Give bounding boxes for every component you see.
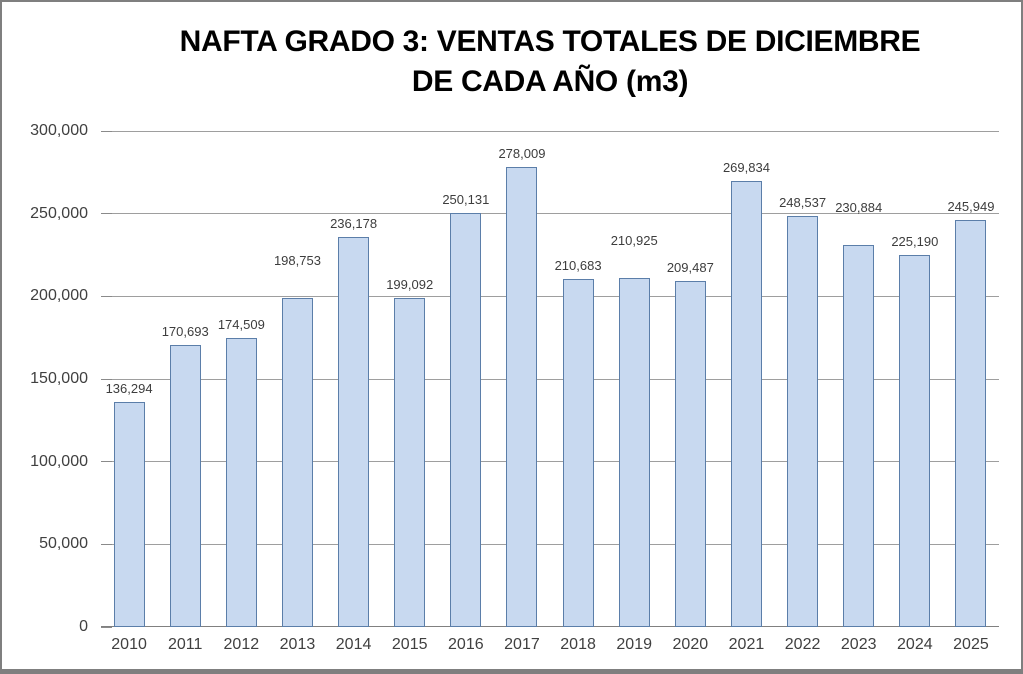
- data-label-2022: 248,537: [779, 195, 827, 211]
- data-label-2024: 225,190: [891, 233, 939, 249]
- gridline-300,000: [101, 130, 999, 132]
- data-label-2011: 170,693: [161, 323, 209, 339]
- data-label-2015: 199,092: [386, 276, 434, 292]
- data-label-2010: 136,294: [105, 380, 153, 396]
- x-tick-label-2016: 2016: [448, 636, 484, 653]
- y-tick-mark: [101, 295, 112, 297]
- bar-2020: [674, 280, 706, 627]
- bar-2025: [955, 220, 987, 627]
- gridline-250,000: [101, 213, 999, 215]
- y-tick-label-100,000: 100,000: [30, 452, 88, 470]
- chart-title: NAFTA GRADO 3: VENTAS TOTALES DE DICIEMB…: [101, 22, 999, 102]
- bar-2011: [169, 344, 201, 627]
- bar-2024: [899, 254, 931, 627]
- x-tick-label-2019: 2019: [616, 636, 652, 653]
- chart-title-line-2: DE CADA AÑO (m3): [411, 65, 689, 98]
- bar-2019: [618, 278, 650, 627]
- x-tick-label-2020: 2020: [672, 636, 709, 653]
- data-label-2020: 209,487: [666, 259, 714, 275]
- x-tick-label-2010: 2010: [111, 636, 147, 653]
- data-label-2018: 210,683: [554, 257, 602, 273]
- x-tick-label-2023: 2023: [840, 636, 877, 653]
- data-label-2021: 269,834: [722, 159, 770, 175]
- y-tick-label-0: 0: [79, 618, 88, 635]
- bar-2014: [338, 236, 370, 627]
- x-tick-label-2025: 2025: [953, 636, 989, 653]
- data-label-2025: 245,949: [947, 199, 995, 215]
- bar-2013: [281, 298, 313, 627]
- gridline-50,000: [101, 543, 999, 545]
- x-axis-line: [101, 626, 999, 627]
- x-tick-label-2012: 2012: [223, 636, 260, 653]
- data-label-2023: 230,884: [835, 200, 883, 216]
- y-tick-label-50,000: 50,000: [39, 535, 88, 553]
- y-tick-mark: [101, 378, 112, 380]
- plot-area: 136,294 2010 170,693 2011 174,509 2012 198,753…: [101, 130, 999, 653]
- x-tick-label-2022: 2022: [784, 636, 821, 653]
- x-tick-label-2015: 2015: [391, 636, 428, 653]
- y-tick-label-150,000: 150,000: [30, 370, 88, 387]
- y-tick-mark: [101, 626, 112, 628]
- bar-2023: [843, 245, 875, 627]
- bar-2021: [730, 180, 762, 627]
- gridline-150,000: [101, 378, 999, 380]
- y-tick-label-200,000: 200,000: [30, 287, 88, 305]
- bar-2015: [394, 297, 426, 627]
- bar-2022: [787, 216, 819, 627]
- y-tick-mark: [101, 543, 112, 545]
- data-label-2016: 250,131: [442, 192, 490, 208]
- data-label-2017: 278,009: [498, 146, 546, 162]
- x-tick-label-2024: 2024: [897, 636, 933, 653]
- x-tick-label-2018: 2018: [560, 636, 596, 653]
- y-tick-mark: [101, 213, 112, 215]
- gridline-100,000: [101, 461, 999, 463]
- data-label-2014: 236,178: [330, 215, 378, 231]
- data-label-2013: 198,753: [273, 253, 321, 269]
- x-tick-label-2017: 2017: [504, 636, 540, 653]
- y-tick-label-300,000: 300,000: [30, 122, 88, 139]
- x-tick-label-2021: 2021: [728, 636, 765, 653]
- y-tick-mark: [101, 130, 112, 132]
- data-label-2012: 174,509: [217, 317, 265, 333]
- bar-2017: [506, 167, 538, 627]
- bar-2018: [562, 278, 594, 627]
- x-tick-label-2013: 2013: [279, 636, 316, 653]
- bar-2010: [113, 401, 145, 627]
- bar-2016: [450, 213, 482, 627]
- x-tick-label-2011: 2011: [167, 636, 203, 653]
- chart-title-line-1: NAFTA GRADO 3: VENTAS TOTALES DE DICIEMB…: [179, 25, 921, 58]
- gridline-200,000: [101, 295, 999, 297]
- y-tick-label-250,000: 250,000: [30, 204, 88, 222]
- data-label-2019: 210,925: [610, 233, 658, 249]
- x-tick-label-2014: 2014: [335, 636, 372, 653]
- bar-2012: [225, 338, 257, 627]
- y-tick-mark: [101, 461, 112, 463]
- y-axis: 0 50,000 100,000 150,000 200,000 250,000 300,0…: [2, 122, 88, 635]
